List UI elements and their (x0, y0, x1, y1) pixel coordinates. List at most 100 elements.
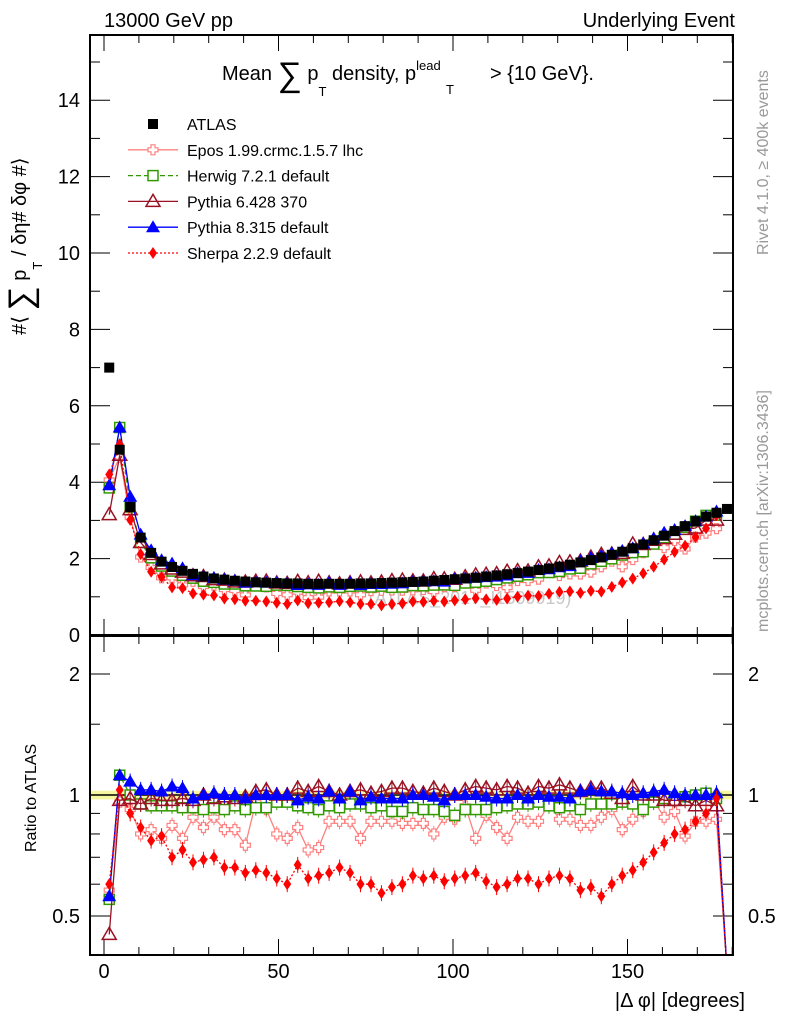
ratio-point (405, 788, 420, 800)
ratio-point (649, 846, 658, 859)
ratio-point (301, 789, 316, 802)
atlas-point (585, 555, 596, 566)
ratio-point (250, 801, 262, 814)
legend: ATLAS Epos 1.99.crmc.1.5.7 lhc Herwig 7.2.… (128, 117, 363, 263)
ratio-point (386, 815, 398, 827)
ratio-point (627, 813, 639, 825)
ratio-point (133, 782, 148, 795)
title-part: > {10 GeV}. (490, 63, 594, 85)
ratio-point (105, 878, 114, 891)
atlas-point (324, 578, 335, 589)
ratio-point (262, 866, 271, 879)
atlas-point (523, 566, 534, 577)
atlas-point (460, 573, 471, 584)
ratio-point (669, 805, 681, 818)
ratio-point (428, 803, 440, 816)
data-point (670, 545, 679, 558)
ratio-point (646, 784, 661, 797)
ratio-point (479, 789, 494, 802)
y-tick-label: 4 (69, 472, 80, 494)
ratio-point (144, 782, 159, 795)
ratio-point (365, 815, 377, 827)
data-point (304, 597, 313, 610)
data-point (524, 589, 533, 602)
atlas-point (659, 530, 670, 541)
atlas-point (533, 565, 544, 576)
atlas-point (627, 543, 638, 554)
ratio-point (386, 805, 398, 818)
ratio-point (702, 807, 711, 820)
ratio-point (417, 817, 429, 829)
ratio-point (616, 824, 628, 836)
title-part: density, p (332, 63, 416, 85)
atlas-point (669, 526, 680, 537)
atlas-point (282, 578, 293, 589)
ratio-point (396, 805, 409, 818)
series-1-main (103, 421, 723, 594)
ratio-point (322, 784, 337, 797)
title-sub: T (319, 84, 327, 99)
ylabel-sum: ∑ (2, 286, 40, 310)
ratio-point (447, 788, 462, 800)
ratio-point (574, 803, 587, 816)
ratio-point (541, 789, 556, 802)
legend-item: Sherpa 2.2.9 default (128, 246, 332, 263)
ratio-point (344, 815, 356, 827)
atlas-point (575, 557, 586, 568)
ratio-point (482, 875, 491, 888)
atlas-point (156, 556, 167, 567)
ratio-point (461, 869, 470, 882)
ratio-point (325, 866, 334, 879)
series-0-ratio (103, 792, 727, 955)
atlas-point (187, 568, 198, 579)
title-sub: T (446, 82, 454, 97)
data-point (314, 596, 323, 609)
ratio-point (585, 798, 597, 810)
atlas-point (229, 575, 240, 586)
ratio-point (199, 853, 208, 866)
ratio-point (174, 790, 191, 805)
ratio-point (157, 830, 166, 843)
atlas-point (543, 563, 554, 574)
atlas-point (397, 577, 408, 588)
data-point (597, 585, 606, 598)
data-point (429, 594, 438, 607)
ratio-point (293, 858, 302, 871)
data-point (710, 523, 723, 535)
atlas-point (114, 444, 125, 455)
ratio-point (314, 869, 323, 882)
ratio-point (458, 788, 473, 800)
data-point (586, 584, 595, 597)
atlas-point (418, 576, 429, 587)
data-point (102, 478, 117, 491)
ratio-point (304, 872, 313, 885)
ratio-point (272, 872, 281, 885)
legend-label: Epos 1.99.crmc.1.5.7 lhc (187, 143, 363, 160)
ratio-point (375, 815, 388, 827)
ratio-point (230, 861, 239, 874)
atlas-point (711, 507, 722, 518)
data-point (691, 531, 700, 544)
header-left: 13000 GeV pp (104, 10, 233, 32)
legend-marker (144, 192, 162, 208)
ratio-point (492, 881, 501, 894)
ratio-point (206, 786, 221, 799)
series-atlas (104, 362, 732, 589)
data-point (335, 595, 344, 608)
atlas-point (439, 574, 450, 585)
ratio-point (667, 786, 682, 799)
ratio-point (353, 793, 368, 806)
ratio-point (480, 803, 492, 816)
ratio-point (586, 881, 595, 894)
ratio-point (688, 788, 703, 800)
atlas-point (648, 535, 659, 546)
data-point (607, 580, 616, 593)
atlas-point (481, 571, 492, 582)
data-point (503, 592, 512, 605)
data-point (241, 594, 250, 607)
atlas-point (701, 511, 712, 522)
data-point (283, 598, 292, 611)
title-sup: lead (416, 58, 441, 73)
ratio-point (655, 791, 673, 807)
